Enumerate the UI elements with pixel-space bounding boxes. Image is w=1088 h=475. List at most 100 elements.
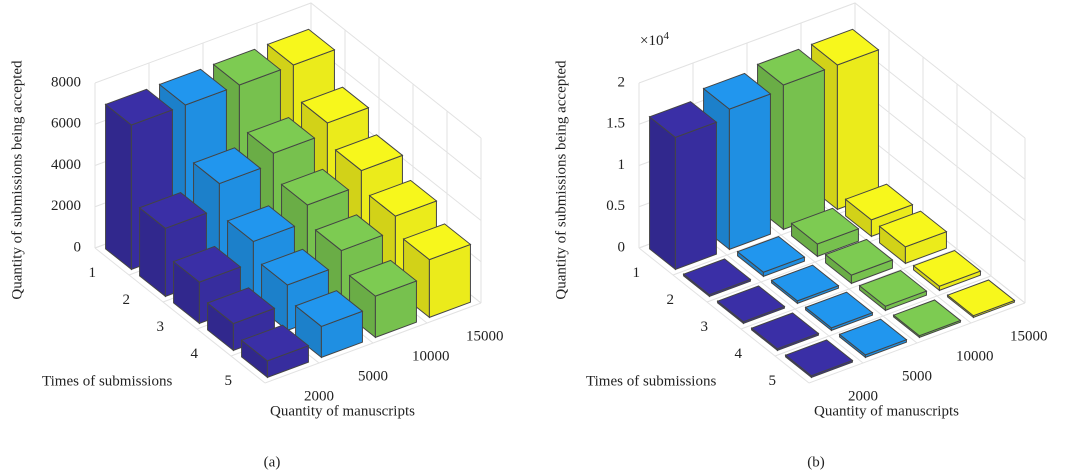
bar-top	[682, 258, 752, 296]
floor-line	[808, 302, 1026, 384]
bar-face	[674, 121, 717, 271]
x-tick-label: 2	[123, 292, 131, 308]
bar-top	[892, 299, 962, 337]
bar-top	[240, 324, 310, 362]
bar-top	[334, 134, 404, 172]
z-multiplier-base: ×10	[640, 33, 663, 49]
bar-top	[804, 291, 874, 329]
bar	[784, 339, 854, 379]
z-axis-label: Quantity of submissions being accepted	[553, 60, 569, 300]
x-tick-label: 5	[225, 373, 233, 389]
bar-top	[226, 205, 296, 243]
bar	[750, 312, 820, 352]
bar-top	[104, 88, 174, 126]
series-tick-label: 2000	[848, 388, 878, 404]
bar	[648, 101, 718, 271]
floor-line	[774, 275, 992, 357]
bar-top	[206, 287, 276, 325]
chart: 0 2000 4000 6000 8000 1 2 3 4 5 2000 5000 10000 15000…	[9, 2, 504, 470]
bar-top	[790, 207, 860, 245]
bar-top	[158, 68, 228, 106]
bar-top	[912, 249, 982, 287]
bar-top	[172, 245, 242, 283]
chart: 0 0.5 1 1.5 2 1 2 3 4 5 2000 5000 10000 15000 Quantity…	[553, 2, 1048, 470]
z-multiplier-exponent: 4	[663, 30, 669, 42]
bar-top	[844, 183, 914, 221]
bar	[240, 324, 310, 379]
z-tick-label: 2000	[51, 198, 81, 214]
floor-line	[740, 248, 958, 330]
bar	[716, 285, 786, 325]
x-axis-label: Times of submissions	[586, 373, 716, 389]
bar-top	[294, 290, 364, 327]
z-tick-label: 6000	[51, 116, 81, 132]
bar-top	[858, 269, 928, 307]
x-tick-label: 4	[735, 346, 743, 362]
bar-top	[750, 312, 820, 350]
bar	[912, 249, 982, 292]
bar	[790, 207, 860, 258]
bar-top	[878, 210, 948, 248]
caption: (a)	[264, 454, 281, 470]
series-tick-label: 10000	[412, 348, 450, 364]
bar-top	[770, 264, 840, 302]
series-tick-label: 5000	[358, 368, 388, 384]
z-tick-label: 1.5	[606, 116, 625, 132]
x-tick-label: 3	[157, 319, 165, 335]
bar	[892, 299, 962, 339]
bar-face	[649, 115, 676, 271]
bar-top	[402, 223, 472, 261]
bar-top	[756, 48, 826, 86]
bar-top	[736, 235, 806, 273]
floor-line	[746, 207, 918, 344]
x-tick-label: 1	[633, 265, 641, 281]
bar	[294, 290, 364, 359]
bar	[946, 279, 1016, 319]
series-tick-label: 5000	[902, 368, 932, 384]
z-tick-label: 2	[618, 74, 626, 90]
bar	[824, 238, 894, 285]
bar-top	[348, 259, 418, 297]
floor-line	[692, 227, 864, 364]
bar-top	[246, 116, 316, 154]
series-tick-label: 10000	[956, 348, 994, 364]
z-tick-label: 0	[618, 239, 626, 255]
bar-top	[702, 72, 772, 110]
z-tick-label: 0	[74, 239, 82, 255]
series-axis-label: Quantity of manuscripts	[814, 403, 959, 419]
bar-top	[212, 48, 282, 86]
bar-top	[838, 318, 908, 356]
z-axis-label: Quantity of submissions being accepted	[9, 60, 25, 300]
z-tick-label: 0.5	[606, 198, 625, 214]
z-tick-label: 4000	[51, 157, 81, 173]
caption: (b)	[807, 454, 825, 470]
x-tick-label: 5	[769, 373, 777, 389]
bar-top	[138, 192, 208, 229]
z-tick-label: 8000	[51, 74, 81, 90]
bar	[736, 235, 806, 278]
floor-line	[638, 247, 810, 384]
bar-top	[314, 214, 384, 252]
bar	[838, 318, 908, 359]
bar-top	[784, 339, 854, 377]
bar-face	[836, 49, 879, 211]
floor-line	[264, 302, 482, 384]
bar	[804, 291, 874, 332]
bar-top	[300, 86, 370, 124]
series-tick-label: 15000	[466, 328, 504, 344]
bar	[770, 264, 840, 305]
bar-top	[266, 28, 336, 66]
bar-face	[728, 93, 771, 251]
bar-face	[782, 69, 825, 231]
x-tick-label: 4	[191, 346, 199, 362]
bar-top	[810, 28, 880, 66]
bar-top	[280, 168, 350, 206]
bar-top	[368, 179, 438, 217]
series-axis-label: Quantity of manuscripts	[270, 403, 415, 419]
series-tick-label: 2000	[304, 388, 334, 404]
z-tick-label: 1	[618, 157, 626, 173]
bar-top	[946, 279, 1016, 317]
x-tick-label: 3	[701, 319, 709, 335]
bar-top	[648, 101, 718, 138]
